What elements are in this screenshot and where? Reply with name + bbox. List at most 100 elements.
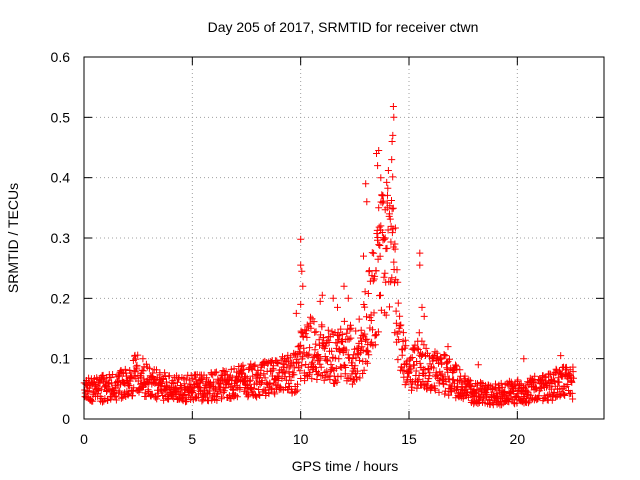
data-point (378, 229, 386, 236)
data-point (374, 328, 382, 336)
data-point (388, 229, 396, 237)
data-point (180, 380, 188, 388)
data-point (383, 204, 391, 212)
data-point (422, 344, 430, 352)
data-point (189, 389, 197, 396)
data-point (318, 323, 326, 331)
y-tick-label: 0 (62, 411, 70, 427)
data-point (381, 269, 389, 277)
data-point (453, 365, 461, 373)
data-point (160, 396, 168, 404)
data-point (372, 267, 380, 275)
data-point (299, 282, 307, 290)
data-point (302, 327, 310, 335)
data-point (329, 294, 337, 302)
data-point (501, 387, 509, 395)
data-point (358, 343, 366, 351)
data-point (369, 277, 377, 285)
data-point (145, 379, 153, 387)
data-point (363, 313, 370, 321)
data-point (256, 392, 264, 399)
data-point (408, 383, 416, 391)
data-point (266, 380, 274, 388)
data-point (306, 319, 314, 327)
data-point (103, 387, 111, 394)
data-point (114, 372, 122, 380)
data-point (306, 344, 314, 352)
data-point (210, 378, 218, 386)
data-point (426, 369, 434, 377)
data-point (196, 379, 204, 387)
data-point (169, 380, 177, 387)
data-point (149, 369, 157, 377)
data-point (332, 365, 340, 372)
data-point (363, 198, 371, 206)
data-point (336, 348, 344, 356)
data-point (377, 291, 384, 299)
data-point (442, 352, 450, 360)
data-point (318, 291, 326, 299)
data-point (525, 399, 532, 407)
data-point (316, 360, 324, 368)
data-point (311, 346, 319, 354)
data-point (335, 355, 343, 363)
data-point (326, 376, 334, 384)
data-point (211, 369, 219, 377)
data-point (233, 393, 241, 401)
data-point (553, 366, 561, 374)
data-point (342, 346, 350, 354)
axis-ticks: 0 0.1 0.2 0.3 0.4 0.5 0.6 0 5 10 15 20 (51, 49, 604, 447)
data-point (441, 390, 449, 398)
data-point (412, 367, 420, 375)
data-point (295, 348, 303, 356)
data-point (284, 351, 292, 359)
data-point (219, 367, 227, 374)
data-point (147, 391, 155, 399)
data-point (560, 391, 568, 398)
data-point (321, 342, 329, 350)
data-point (296, 367, 304, 375)
data-point (342, 364, 350, 371)
data-point (537, 385, 545, 393)
data-points (80, 103, 577, 409)
data-point (189, 387, 197, 395)
data-point (315, 356, 323, 364)
data-point (430, 364, 438, 372)
data-point (376, 252, 384, 260)
data-point (111, 393, 119, 401)
data-point (374, 162, 382, 170)
data-point (96, 379, 104, 387)
data-point (390, 258, 398, 266)
data-point (348, 370, 356, 378)
data-point (363, 347, 371, 355)
data-point (456, 366, 464, 374)
data-point (337, 325, 345, 333)
data-point (347, 321, 354, 329)
data-point (539, 372, 547, 380)
data-point (316, 354, 324, 362)
data-point (365, 267, 373, 275)
data-point (417, 349, 425, 357)
data-point (362, 180, 370, 188)
data-point (407, 365, 415, 373)
data-point (353, 367, 361, 375)
data-point (308, 375, 316, 383)
data-point (112, 396, 120, 404)
data-point (410, 361, 418, 369)
data-point (334, 329, 342, 337)
x-tick-label: 10 (293, 431, 309, 447)
data-point (364, 348, 372, 356)
data-point (349, 355, 357, 362)
data-point (333, 378, 341, 386)
data-point (371, 332, 379, 340)
data-point (376, 242, 384, 249)
data-point (251, 361, 259, 369)
data-point (139, 367, 147, 375)
x-tick-label: 5 (188, 431, 196, 447)
data-point (393, 266, 401, 274)
data-point (360, 252, 367, 260)
data-point (159, 392, 167, 399)
data-point (89, 397, 97, 405)
data-point (388, 205, 396, 213)
data-point (346, 374, 354, 382)
